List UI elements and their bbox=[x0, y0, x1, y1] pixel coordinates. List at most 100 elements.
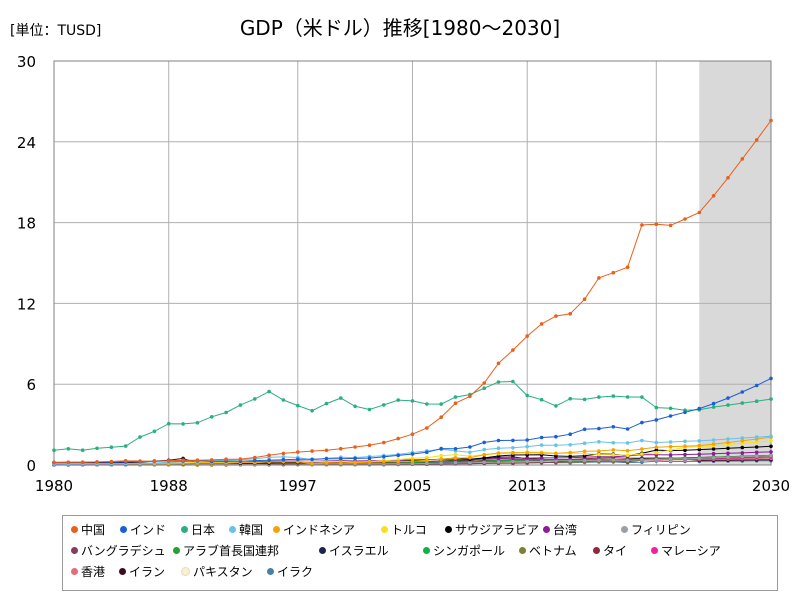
data-point bbox=[683, 410, 687, 415]
legend-marker bbox=[319, 547, 326, 554]
data-point bbox=[367, 443, 372, 448]
data-point bbox=[310, 461, 314, 466]
y-tick-label: 24 bbox=[17, 134, 36, 152]
data-point bbox=[410, 399, 415, 403]
legend-marker bbox=[120, 526, 127, 533]
data-point bbox=[166, 459, 171, 463]
data-point bbox=[711, 447, 716, 451]
data-point bbox=[754, 450, 759, 455]
data-point bbox=[668, 414, 673, 418]
data-point bbox=[396, 453, 401, 458]
data-point bbox=[568, 458, 572, 463]
legend-label: バングラデシュ bbox=[81, 544, 166, 558]
data-point bbox=[625, 427, 630, 431]
legend-label: 台湾 bbox=[553, 523, 578, 537]
data-point bbox=[683, 457, 687, 461]
legend-label: ベトナム bbox=[529, 544, 577, 558]
data-point bbox=[597, 276, 601, 280]
y-tick-label: 18 bbox=[17, 215, 36, 233]
data-point bbox=[668, 448, 673, 452]
data-point bbox=[539, 322, 544, 326]
data-point bbox=[683, 448, 687, 453]
data-point bbox=[740, 445, 745, 450]
legend-item: 日本 bbox=[181, 523, 215, 537]
legend-marker bbox=[181, 567, 190, 576]
data-point bbox=[625, 458, 630, 463]
y-tick-label: 30 bbox=[17, 53, 36, 71]
data-point bbox=[123, 444, 128, 448]
legend-item: トルコ bbox=[381, 523, 427, 537]
legend-marker bbox=[543, 526, 550, 533]
data-point bbox=[525, 459, 529, 464]
legend-marker bbox=[621, 526, 628, 533]
data-point bbox=[640, 457, 644, 462]
data-point bbox=[554, 404, 558, 408]
data-point bbox=[582, 458, 587, 463]
data-point bbox=[382, 455, 386, 459]
data-point bbox=[496, 446, 501, 451]
legend-label: アラブ首長国連邦 bbox=[183, 544, 280, 558]
data-point bbox=[568, 450, 572, 455]
data-point bbox=[769, 444, 773, 449]
data-point bbox=[468, 450, 472, 455]
data-point bbox=[482, 381, 487, 385]
data-point bbox=[625, 395, 630, 399]
y-tick-label: 0 bbox=[26, 457, 36, 475]
data-point bbox=[668, 223, 673, 228]
data-point bbox=[654, 222, 659, 226]
data-point bbox=[640, 452, 644, 456]
data-point bbox=[554, 454, 558, 458]
data-point bbox=[711, 456, 716, 460]
data-point bbox=[525, 456, 529, 460]
legend-label: シンガポール bbox=[433, 544, 506, 558]
data-point bbox=[582, 397, 587, 402]
data-point bbox=[654, 445, 659, 450]
legend-marker bbox=[181, 526, 188, 533]
data-point bbox=[353, 461, 357, 465]
data-point bbox=[382, 440, 386, 445]
data-point bbox=[711, 442, 716, 446]
data-point bbox=[310, 457, 314, 462]
legend-label: イラン bbox=[129, 565, 166, 579]
legend-marker bbox=[519, 547, 526, 554]
legend-label: タイ bbox=[603, 544, 628, 558]
legend-label: イラク bbox=[277, 565, 314, 579]
data-point bbox=[539, 451, 544, 455]
data-point bbox=[310, 408, 314, 413]
data-point bbox=[382, 403, 386, 407]
legend-label: 韓国 bbox=[239, 523, 264, 537]
data-point bbox=[482, 456, 487, 460]
legend-label: フィリピン bbox=[631, 523, 691, 537]
data-point bbox=[511, 459, 515, 464]
data-point bbox=[683, 439, 687, 444]
data-point bbox=[769, 450, 773, 454]
legend-item: タイ bbox=[593, 544, 627, 558]
data-point bbox=[554, 314, 558, 318]
data-point bbox=[353, 445, 357, 449]
data-point bbox=[697, 443, 702, 448]
data-point bbox=[654, 405, 659, 410]
data-point bbox=[439, 457, 444, 462]
data-point bbox=[410, 456, 415, 461]
data-point bbox=[683, 444, 687, 448]
data-point bbox=[640, 447, 644, 451]
data-point bbox=[726, 396, 730, 400]
data-point bbox=[195, 458, 200, 463]
data-point bbox=[453, 447, 458, 451]
data-point bbox=[568, 312, 572, 316]
data-point bbox=[253, 455, 257, 460]
data-point bbox=[468, 455, 472, 460]
data-point bbox=[95, 446, 99, 451]
data-point bbox=[611, 425, 616, 429]
data-point bbox=[511, 348, 515, 352]
x-tick-label: 2022 bbox=[637, 477, 675, 495]
data-point bbox=[66, 447, 71, 451]
x-tick-label: 2030 bbox=[752, 477, 790, 495]
data-point bbox=[367, 456, 372, 460]
legend-label: イスラエル bbox=[329, 544, 389, 558]
data-point bbox=[382, 460, 386, 464]
data-point bbox=[568, 396, 572, 401]
data-point bbox=[769, 434, 773, 439]
data-point bbox=[711, 438, 716, 442]
legend-marker bbox=[119, 568, 126, 575]
